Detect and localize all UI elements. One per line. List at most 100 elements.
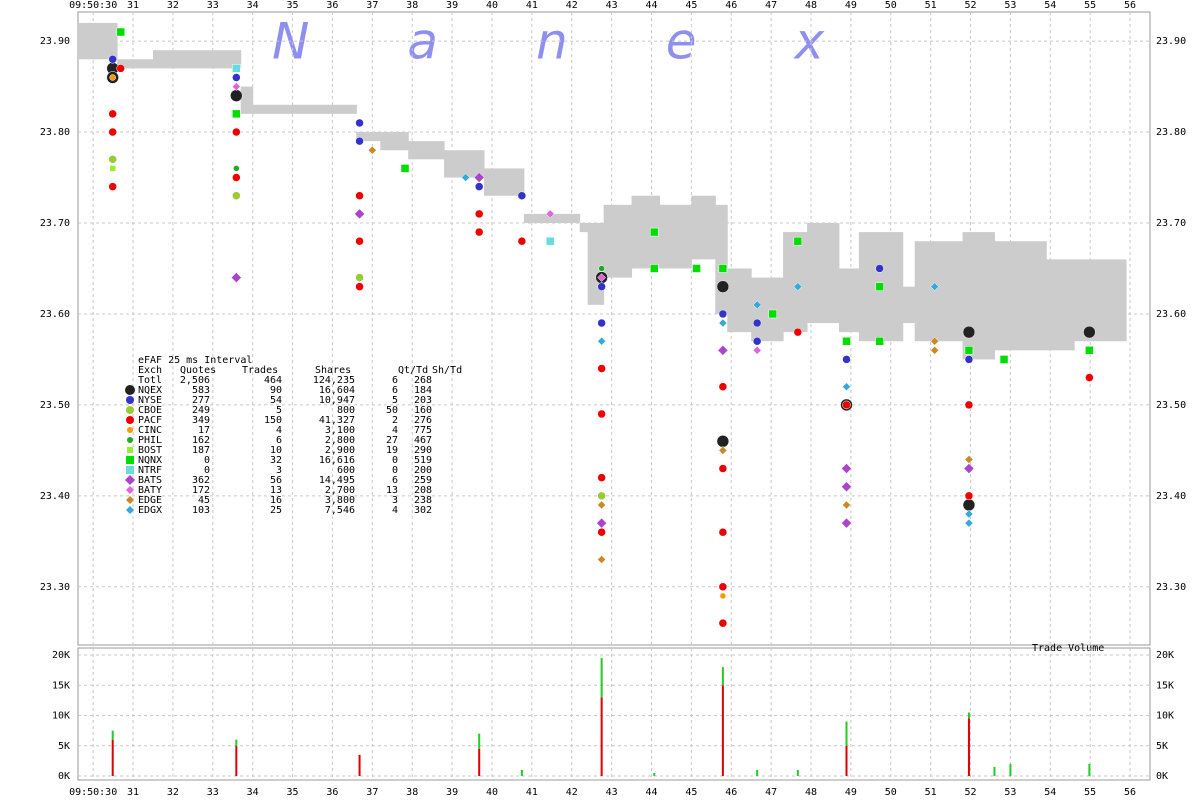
trade-marker — [461, 173, 470, 182]
volume-bar — [1009, 763, 1012, 776]
stats-cell: 172 — [192, 485, 210, 496]
trade-marker — [842, 382, 851, 392]
trade-marker — [400, 164, 410, 173]
trade-marker — [768, 309, 777, 319]
trade-marker — [116, 27, 125, 37]
trade-marker — [650, 227, 659, 237]
trade-marker — [367, 145, 377, 155]
trade-marker — [109, 165, 116, 172]
stats-cell: 2 — [392, 415, 398, 426]
x-tick-label: 50 — [885, 0, 897, 11]
x-tick-label: 53 — [1004, 0, 1016, 11]
legend-marker — [127, 437, 133, 443]
stats-cell: 3 — [392, 495, 398, 506]
x-tick-label: 45 — [685, 787, 697, 798]
nbbo-band — [240, 86, 254, 114]
trade-marker — [964, 355, 974, 364]
y-tick-label-right: 23.50 — [1156, 400, 1186, 411]
stats-cell: 5 — [392, 395, 398, 406]
trade-marker — [793, 236, 803, 246]
stats-cell: 19 — [386, 445, 398, 456]
stats-cell: 10 — [270, 445, 282, 456]
trade-marker — [964, 509, 974, 519]
x-tick-label: 48 — [805, 787, 817, 798]
x-tick-label: 44 — [645, 0, 657, 11]
stats-cell: 50 — [386, 405, 398, 416]
stats-cell: 162 — [192, 435, 210, 446]
trade-marker — [692, 264, 701, 273]
trade-marker — [842, 336, 851, 346]
stats-header: Shares — [315, 365, 351, 376]
trade-marker — [474, 227, 484, 237]
x-tick-label: 32 — [167, 0, 179, 11]
volume-bar — [796, 769, 799, 776]
trade-marker — [545, 236, 555, 246]
y-tick-label: 23.80 — [40, 127, 70, 138]
x-tick-label: 36 — [326, 0, 338, 11]
stats-cell: 290 — [414, 445, 432, 456]
legend-marker — [127, 447, 133, 453]
x-tick-label: 36 — [326, 787, 338, 798]
nbbo-band — [751, 277, 784, 342]
x-tick-label: 45 — [685, 0, 697, 11]
stats-cell: 14,495 — [319, 475, 355, 486]
x-tick-label: 52 — [965, 0, 977, 11]
stats-cell: 519 — [414, 455, 432, 466]
trade-marker — [718, 309, 728, 319]
stats-cell: 16 — [270, 495, 282, 506]
volume-bar — [756, 769, 759, 776]
x-tick-label: 34 — [247, 0, 259, 11]
y-tick-label-right: 23.90 — [1156, 36, 1186, 47]
stats-cell: 0 — [204, 455, 210, 466]
trade-marker — [650, 264, 659, 273]
legend-name: NQEX — [138, 385, 162, 396]
trade-marker — [597, 318, 606, 328]
trade-marker — [716, 280, 730, 293]
volume-bar — [600, 658, 603, 698]
stats-header: Sh/Td — [432, 365, 462, 376]
y-tick-label: 20K — [52, 650, 70, 661]
stats-cell: 0 — [392, 455, 398, 466]
trade-marker — [752, 345, 762, 355]
y-tick-label: 23.40 — [40, 491, 70, 502]
stats-cell: 775 — [414, 425, 432, 436]
volume-bar — [653, 772, 656, 776]
trade-marker — [1085, 373, 1094, 382]
trade-marker — [354, 208, 365, 220]
y-tick-label: 23.70 — [40, 218, 70, 229]
x-tick-label: 38 — [406, 787, 418, 798]
stats-cell: 56 — [270, 475, 282, 486]
x-tick-label: 31 — [127, 787, 139, 798]
volume-bar — [235, 739, 238, 746]
volume-bar — [993, 766, 996, 776]
nbbo-band — [727, 268, 752, 333]
trade-marker — [875, 264, 884, 273]
trade-marker — [841, 517, 852, 529]
stats-cell: 160 — [414, 405, 432, 416]
stats-cell: 16,616 — [319, 455, 355, 466]
legend-name: PHIL — [138, 435, 162, 446]
x-tick-label: 32 — [167, 787, 179, 798]
trade-marker — [598, 265, 605, 272]
stats-cell: 187 — [192, 445, 210, 456]
legend-name: BATS — [138, 475, 162, 486]
legend-marker — [125, 385, 135, 395]
x-tick-label: 39 — [446, 0, 458, 11]
stats-cell: 2,900 — [325, 445, 355, 456]
trade-marker — [718, 618, 728, 628]
trade-marker — [232, 191, 241, 200]
stats-cell: 302 — [414, 505, 432, 516]
trade-marker — [842, 400, 851, 410]
y-tick-label-right: 23.60 — [1156, 309, 1186, 320]
price-panel — [77, 11, 1151, 646]
trade-marker — [232, 127, 241, 137]
trade-marker — [718, 264, 728, 273]
nbbo-band — [152, 50, 242, 69]
trade-marker — [718, 582, 728, 592]
trade-marker — [930, 345, 939, 355]
legend-marker — [126, 486, 134, 494]
stats-cell: 362 — [192, 475, 210, 486]
trade-marker — [355, 191, 364, 200]
legend-marker — [126, 466, 134, 474]
stats-cell: 0 — [204, 465, 210, 476]
